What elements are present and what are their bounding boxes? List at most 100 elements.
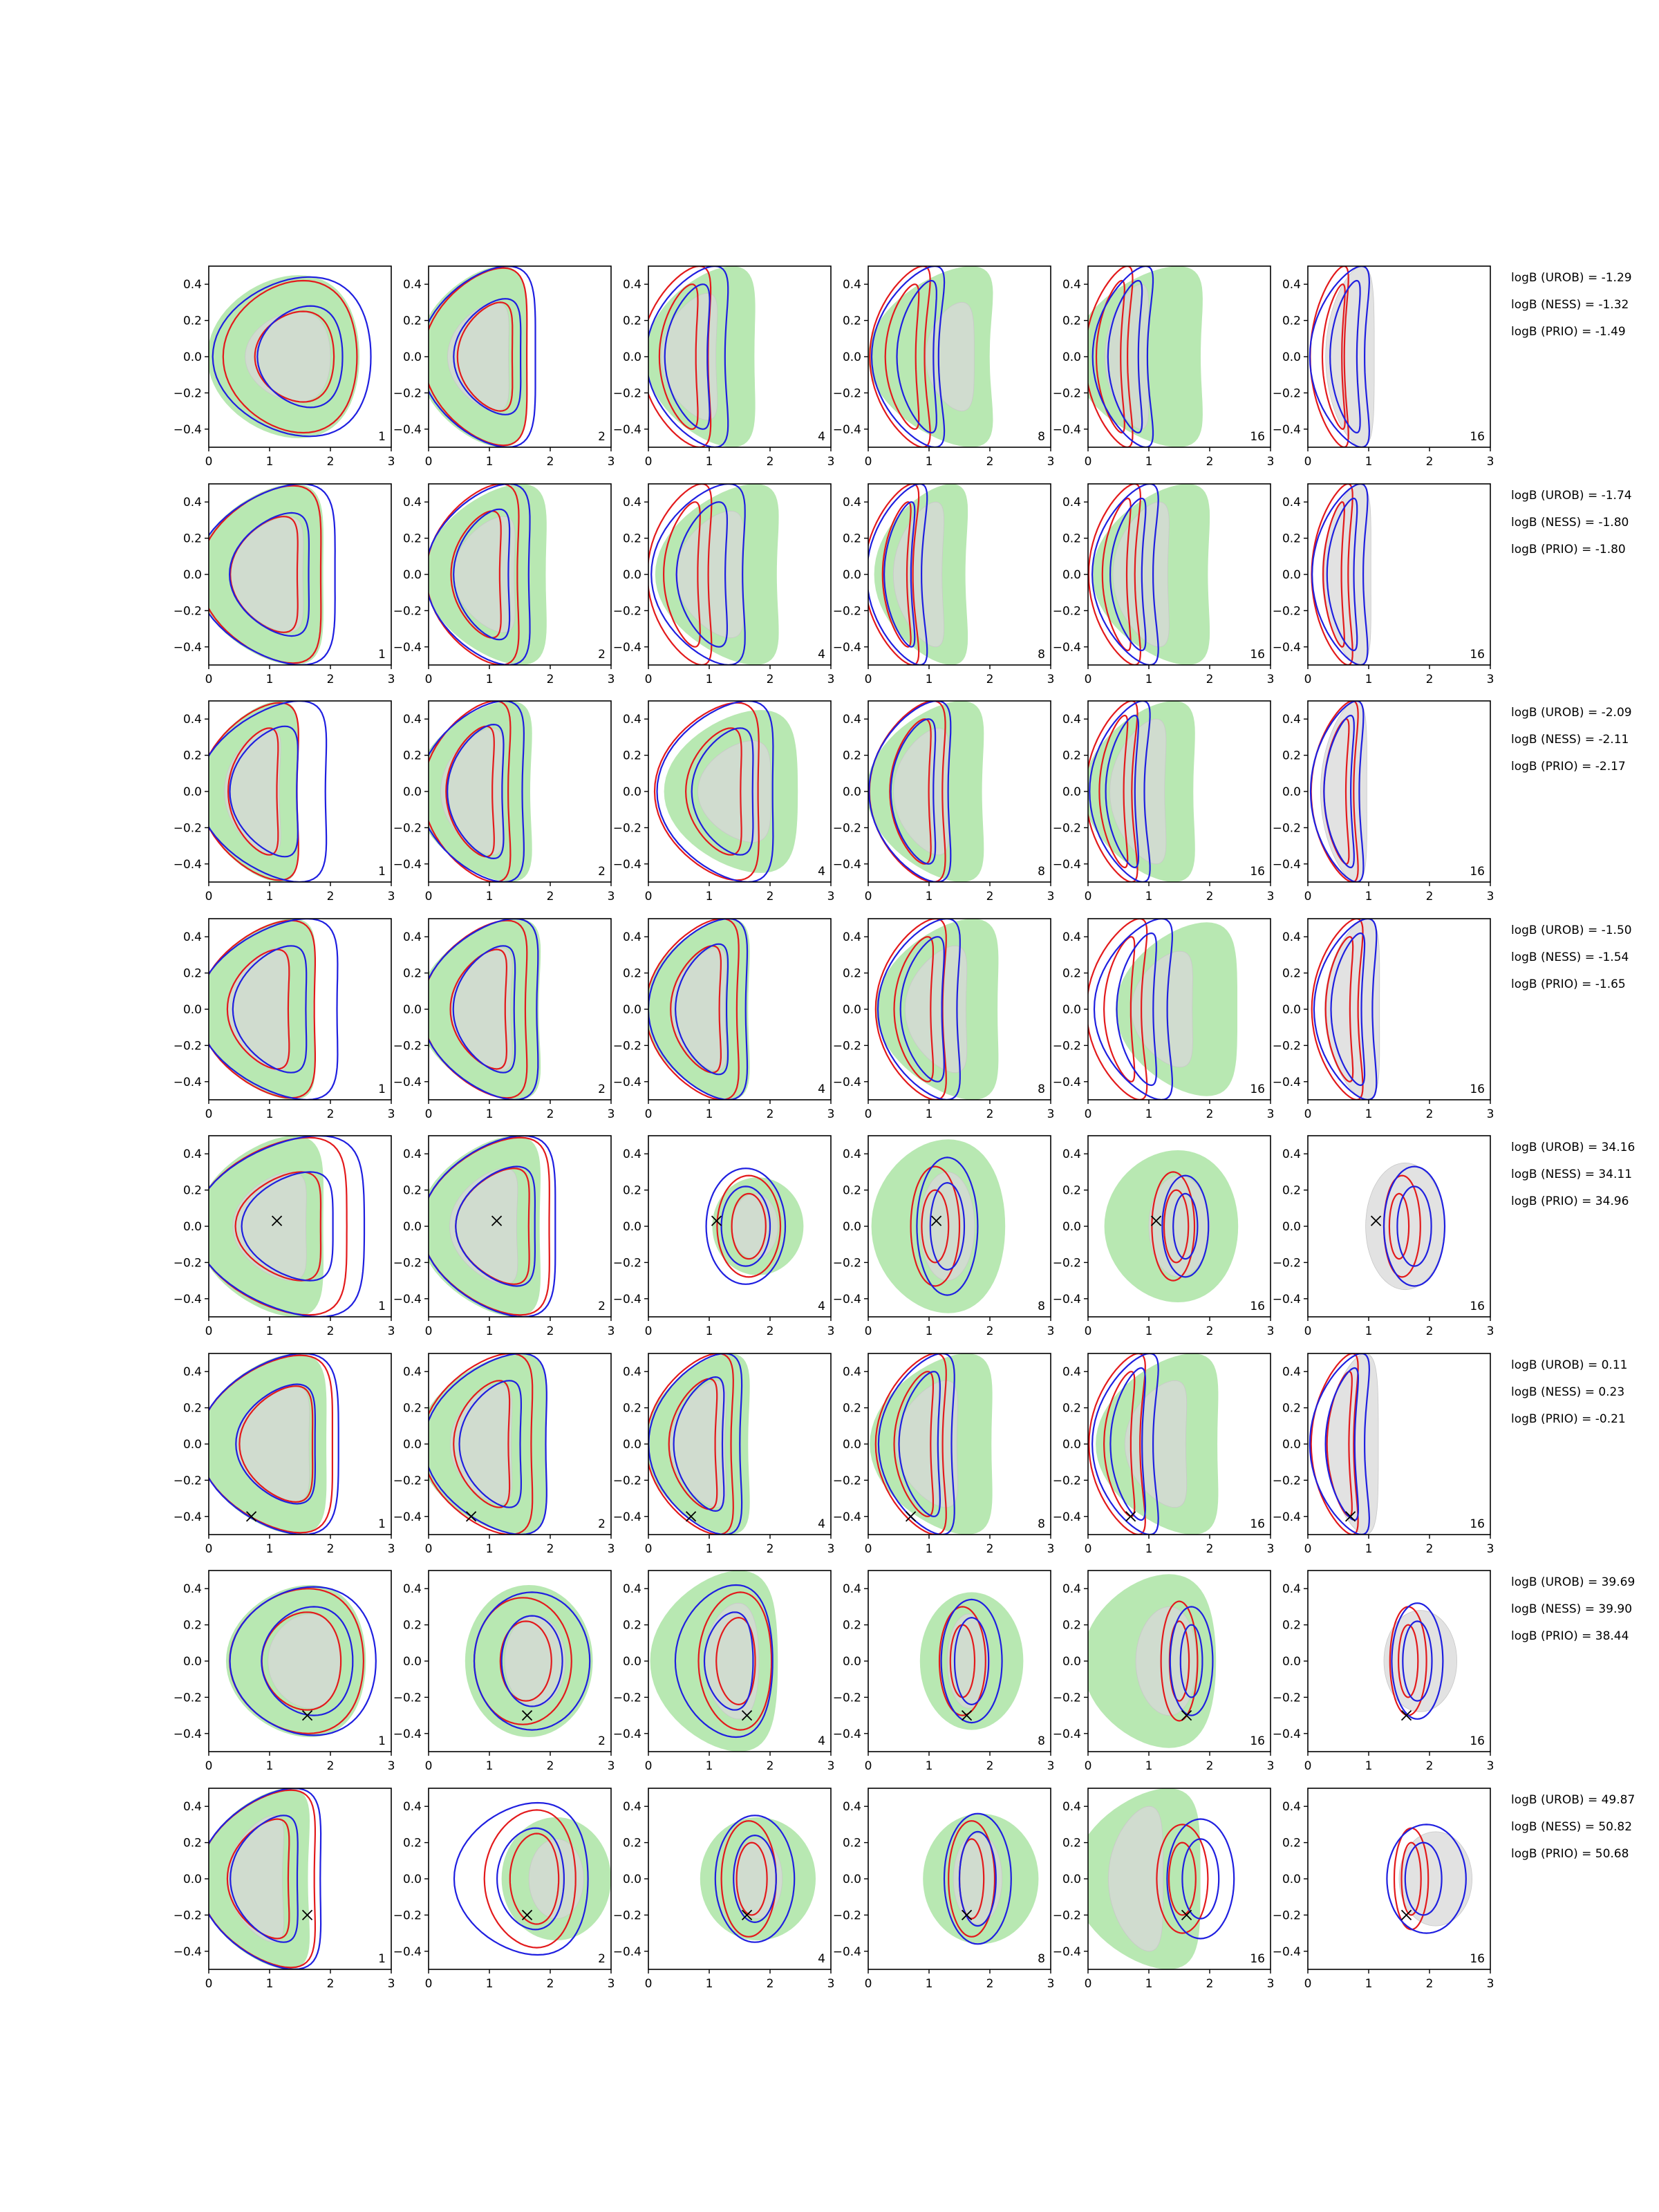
x-tick-label: 2: [1206, 1324, 1214, 1338]
panel-r7-c6: 0.4 0.2 0.0 −0.2 −0.4 0 1 2 316: [1273, 1570, 1494, 1773]
y-tick-label: 0.0: [1282, 1438, 1301, 1452]
x-tick-label: 1: [486, 1977, 494, 1991]
x-tick-label: 1: [926, 1107, 933, 1121]
blue-contour-1: [429, 484, 531, 665]
logb-label-urob: logB (UROB) = 34.16: [1511, 1141, 1635, 1154]
y-tick-label: 0.4: [623, 496, 641, 509]
y-tick-label: 0.0: [1062, 1655, 1081, 1669]
y-tick-label: 0.2: [403, 749, 422, 763]
true-value-marker: [521, 1709, 533, 1721]
posterior-gray-region: [925, 301, 975, 412]
red-contour-1: [648, 484, 713, 665]
plot-area: [1088, 919, 1237, 1100]
logb-label-urob: logB (UROB) = 0.11: [1511, 1358, 1627, 1372]
y-tick-label: 0.4: [1062, 1365, 1081, 1379]
x-tick-label: 1: [266, 673, 274, 686]
logb-label-urob: logB (UROB) = -1.74: [1511, 489, 1632, 503]
panel-number-label: 16: [1250, 1952, 1265, 1966]
x-tick-label: 0: [425, 1324, 433, 1338]
y-tick-label: 0.2: [183, 967, 202, 981]
red-contour-2: [1388, 1192, 1410, 1260]
blue-contour-2: [664, 283, 711, 430]
y-tick-label: −0.2: [1273, 1256, 1301, 1270]
y-tick-label: 0.0: [1282, 568, 1301, 582]
blue-contour-2: [958, 1830, 997, 1927]
blue-contour-2: [229, 1815, 299, 1943]
x-tick-label: 2: [547, 1324, 554, 1338]
y-tick-label: −0.2: [833, 821, 861, 835]
y-tick-label: 0.0: [1062, 1438, 1081, 1452]
y-tick-label: 0.0: [403, 568, 422, 582]
red-contour-1: [1088, 919, 1148, 1100]
logb-label-urob: logB (UROB) = -1.29: [1511, 271, 1632, 285]
blue-contour-2: [1109, 497, 1147, 652]
plot-area: [871, 1139, 1006, 1313]
y-tick-label: 0.0: [403, 1220, 422, 1234]
plot-area: [1088, 1788, 1235, 1969]
y-tick-label: −0.2: [1273, 1039, 1301, 1053]
posterior-gray-region: [1124, 1380, 1188, 1508]
x-tick-label: 0: [865, 1324, 872, 1338]
posterior-gray-region: [1325, 266, 1375, 447]
x-tick-label: 3: [388, 890, 395, 903]
posterior-gray-region: [892, 501, 944, 648]
y-tick-label: 0.4: [1282, 1582, 1301, 1596]
true-value-marker: [491, 1215, 503, 1226]
y-tick-label: −0.2: [393, 1909, 422, 1922]
y-tick-label: −0.2: [393, 821, 422, 835]
x-tick-label: 2: [986, 455, 994, 469]
blue-contour-1: [429, 919, 539, 1100]
x-tick-label: 0: [1304, 1324, 1312, 1338]
y-tick-label: −0.2: [833, 1691, 861, 1705]
x-tick-label: 1: [926, 890, 933, 903]
panel-r3-c1: 0.40.20.0−0.2−0.40 1 2 31: [174, 700, 395, 903]
red-contour-1: [1088, 484, 1142, 665]
y-tick-label: 0.4: [403, 1800, 422, 1814]
panel-row-4: 0.40.20.0−0.2−0.40 1 2 310.40.20.0−0.2−0.40…: [174, 918, 1632, 1121]
true-value-marker: [271, 1215, 283, 1226]
red-contour-2: [1397, 1624, 1419, 1698]
plot-area: [648, 1353, 750, 1535]
y-tick-label: −0.2: [833, 386, 861, 400]
x-tick-label: 3: [1487, 890, 1494, 903]
y-tick-label: −0.2: [1273, 1474, 1301, 1488]
y-tick-label: 0.0: [183, 350, 202, 364]
y-tick-label: 0.2: [843, 1184, 861, 1198]
plot-area: [1088, 484, 1210, 665]
x-tick-label: 3: [608, 1107, 615, 1121]
red-contour-1: [653, 702, 760, 881]
y-tick-label: 0.0: [1062, 1003, 1081, 1017]
x-tick-label: 3: [388, 1759, 395, 1773]
x-tick-label: 3: [827, 455, 835, 469]
y-tick-label: −0.4: [833, 1510, 861, 1524]
x-tick-label: 1: [706, 1542, 713, 1556]
y-tick-label: 0.0: [843, 1003, 861, 1017]
red-contour-2: [1322, 501, 1345, 648]
y-tick-label: −0.2: [393, 1039, 422, 1053]
x-tick-label: 1: [1145, 455, 1153, 469]
panel-r4-c5: 0.4 0.2 0.0 −0.2 −0.4 0 1 2 316: [1053, 918, 1274, 1121]
y-tick-label: −0.2: [393, 1691, 422, 1705]
blue-contour-1: [1169, 1606, 1214, 1716]
y-tick-label: 0.2: [1062, 967, 1081, 981]
blue-contour-1: [209, 701, 328, 882]
blue-contour-2: [261, 1606, 354, 1716]
y-tick-label: 0.2: [403, 315, 422, 328]
panel-r4-c6: 0.4 0.2 0.0 −0.2 −0.4 0 1 2 316: [1273, 918, 1494, 1121]
y-tick-label: 0.2: [623, 1619, 641, 1633]
x-tick-label: 2: [327, 455, 335, 469]
y-tick-label: −0.4: [833, 423, 861, 437]
y-tick-label: −0.4: [393, 858, 422, 872]
panel-r1-c5: 0.4 0.2 0.0 −0.2 −0.4 0 1 2 316: [1053, 265, 1274, 469]
y-tick-label: −0.4: [613, 1293, 641, 1306]
logb-label-prio: logB (PRIO) = -0.21: [1511, 1412, 1626, 1426]
x-tick-label: 2: [1426, 1107, 1434, 1121]
y-tick-label: 0.2: [1062, 315, 1081, 328]
panel-r7-c4: 0.4 0.2 0.0 −0.2 −0.4 0 1 2 38: [833, 1570, 1054, 1773]
red-contour-2: [921, 1189, 950, 1264]
y-tick-label: −0.4: [174, 1727, 202, 1741]
panel-number-label: 16: [1470, 430, 1485, 444]
plot-area: [209, 919, 339, 1100]
red-contour-1: [429, 701, 512, 882]
y-tick-label: 0.4: [403, 713, 422, 727]
